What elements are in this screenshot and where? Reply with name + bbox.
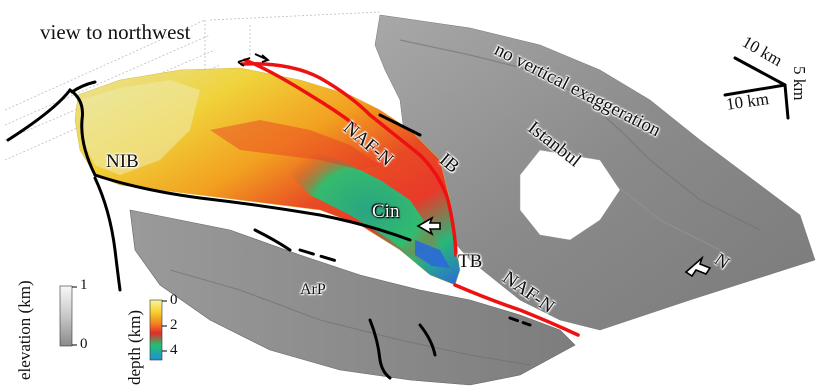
label-nib: NIB	[106, 151, 139, 172]
sea-gap	[519, 149, 621, 241]
north-arrow-icon	[684, 255, 712, 278]
basin-red-zone	[210, 120, 380, 170]
cin-arrow-icon	[416, 216, 441, 236]
scale-bar	[723, 56, 790, 120]
armutlu-ridge	[169, 269, 531, 366]
depth-legend-tick-0: 0	[170, 292, 178, 308]
scale-axis-z	[783, 83, 790, 120]
naf-n-north-branch	[240, 62, 458, 257]
fault-motion-arrows	[237, 53, 270, 67]
elevation-legend	[59, 285, 77, 347]
naf-n-fault	[240, 58, 580, 337]
armutlu-peninsula	[129, 209, 576, 386]
basin-light-west	[80, 80, 200, 175]
depth-legend-tick-4: 4	[170, 342, 178, 358]
arp-fault-5	[508, 316, 532, 327]
arp-fault-3	[368, 318, 392, 380]
naf-n-south	[453, 283, 580, 337]
depth-legend-tick-2: 2	[170, 317, 178, 333]
depth-legend	[149, 299, 167, 361]
arp-fault-4	[418, 323, 437, 357]
elevation-legend-min: 0	[80, 336, 88, 352]
nib-fault-west	[6, 87, 97, 177]
black-faults	[6, 80, 532, 380]
ne-fault	[378, 113, 422, 137]
scale-axis-x	[733, 56, 787, 87]
elevation-legend-label: elevation (km)	[15, 280, 34, 380]
southern-fault	[93, 173, 412, 242]
nib-fault-north	[70, 80, 97, 94]
arp-fault-1	[253, 228, 292, 252]
sw-fault	[93, 176, 122, 292]
label-arp: ArP	[300, 281, 326, 298]
naf-n-north-parallel	[243, 58, 357, 127]
elevation-colorbar	[59, 285, 73, 347]
istanbul-ridge	[399, 39, 761, 231]
label-cin: Cin	[372, 201, 400, 222]
scale-axis-y	[723, 83, 787, 97]
map-title: view to northwest	[40, 20, 191, 44]
arp-fault-2	[298, 248, 342, 264]
elevation-legend-max: 1	[80, 277, 88, 293]
label-tb: TB	[458, 251, 483, 272]
depth-colorbar	[149, 299, 163, 361]
depth-legend-label: depth (km)	[125, 309, 144, 385]
basin-deepest	[415, 240, 450, 268]
scale-label-z: 5 km	[790, 66, 809, 101]
